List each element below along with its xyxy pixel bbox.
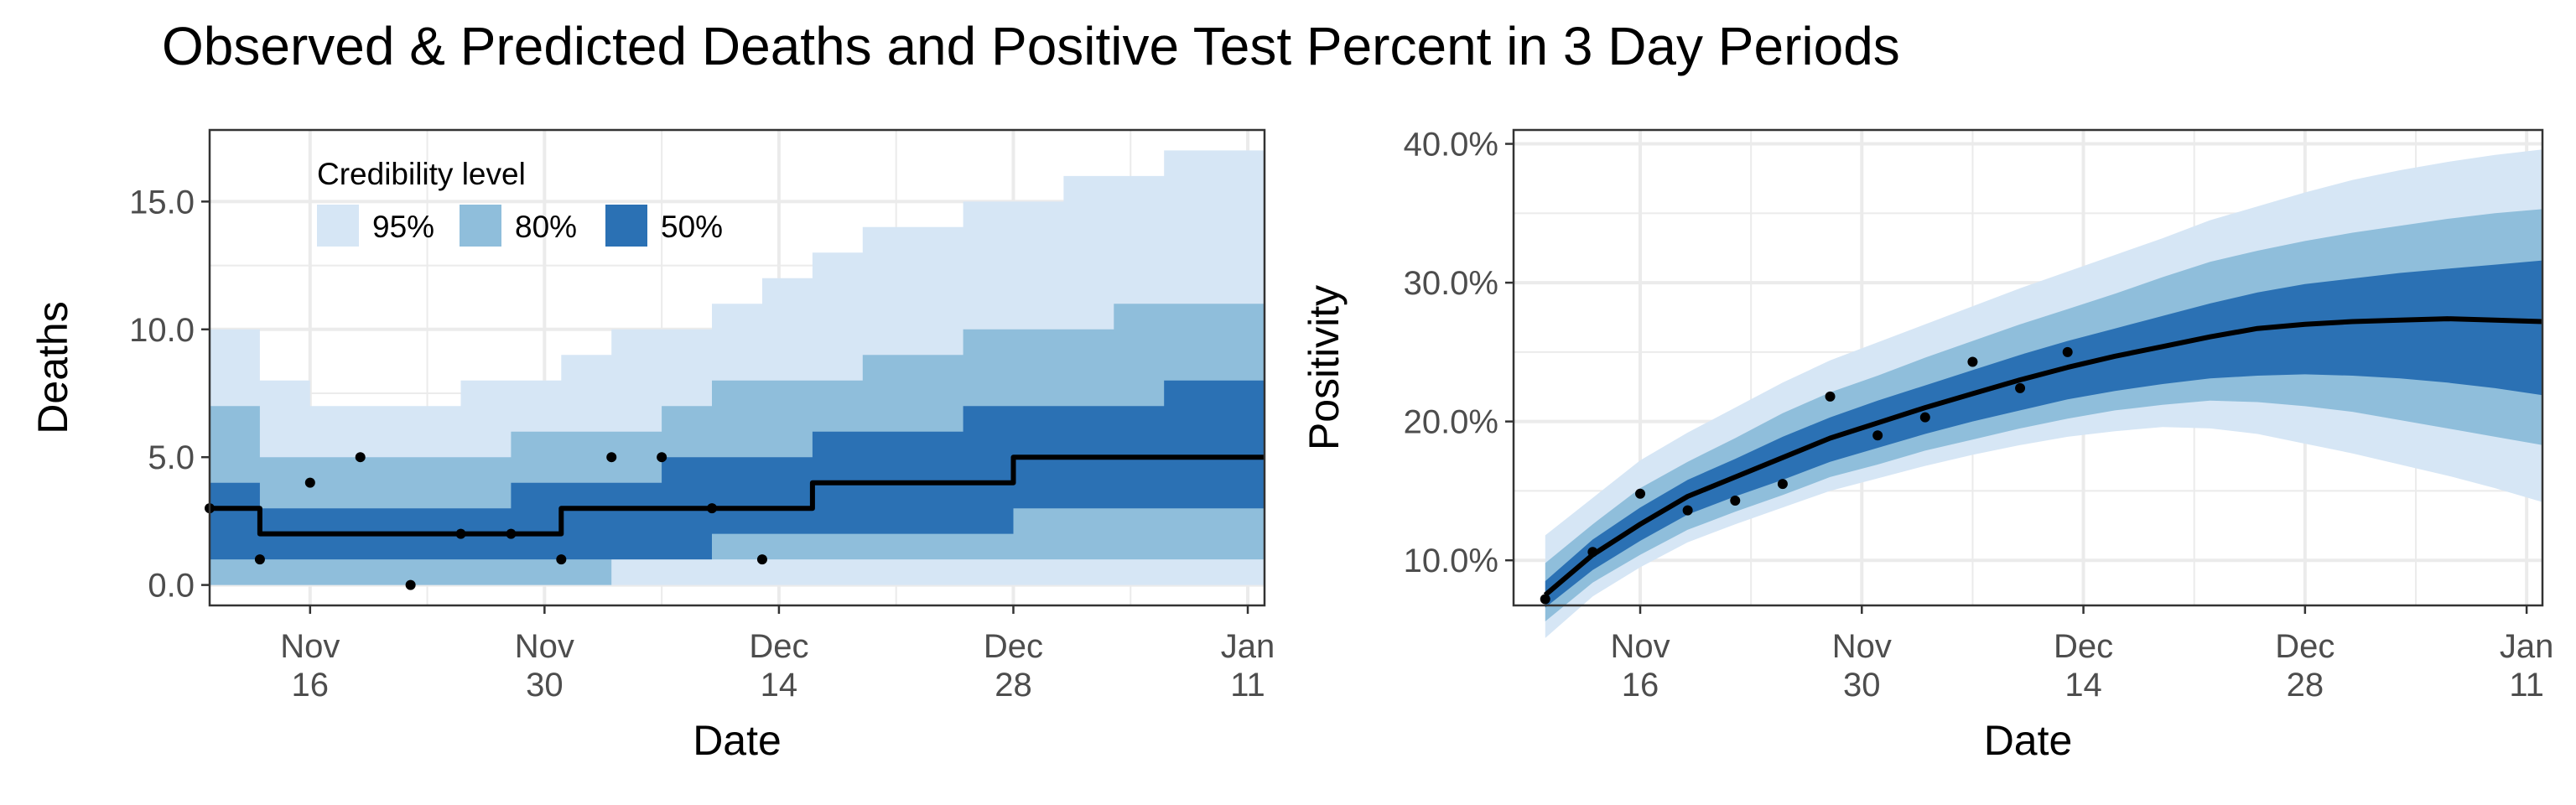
x-tick-label-day: 16 [1622,667,1659,704]
x-tick-label-month: Jan [1221,628,1275,665]
panel-border [208,128,1266,607]
observed-point [455,528,466,539]
observed-point [355,452,366,463]
observed-point [1540,594,1550,605]
x-tick-label-day: 30 [1843,667,1881,704]
x-tick-label-day: 11 [1230,667,1265,704]
observed-point [556,554,567,565]
observed-point [506,528,517,539]
y-tick-label: 5.0 [148,439,195,476]
y-tick-label: 20.0% [1404,404,1498,441]
x-tick-label-month: Nov [1610,628,1670,665]
x-axis-title: Date [693,717,782,764]
observed-point [1825,391,1836,402]
deaths-panel: 0.05.010.015.0Nov16Nov30Dec14Dec28Jan11D… [29,128,1275,764]
x-tick-label-day: 28 [2287,667,2324,704]
x-tick-label-day: 14 [761,667,798,704]
observed-point [606,452,617,463]
x-tick-label-day: 16 [292,667,330,704]
observed-point [304,477,315,488]
y-axis-title: Positivity [1301,285,1348,450]
legend: Credibility level 95% 80% 50% [317,157,723,247]
median-line [1543,316,2543,597]
y-axis-title: Deaths [29,301,76,434]
legend-key-95 [317,205,359,247]
x-tick-label-day: 28 [995,667,1032,704]
legend-label: 50% [661,210,723,244]
observed-point [1777,479,1788,490]
legend-key-50 [605,205,647,247]
observed-point [756,554,767,565]
observed-point [1872,430,1883,441]
observed-point [657,452,667,463]
panel-border [1512,128,2544,607]
median-line [210,454,1265,537]
x-tick-label-month: Nov [515,628,574,665]
legend-label: 80% [515,210,577,244]
x-tick-label-month: Dec [984,628,1043,665]
x-tick-label-month: Nov [280,628,340,665]
x-tick-label-month: Dec [2054,628,2113,665]
y-tick-label: 15.0 [129,184,195,221]
y-tick-label: 10.0% [1404,543,1498,579]
x-axis-title: Date [1984,717,2073,764]
observed-point [405,579,416,590]
positivity-panel: 10.0%20.0%30.0%40.0%Nov16Nov30Dec14Dec28… [1301,127,2553,764]
legend-key-80 [460,205,501,247]
observed-point [2062,346,2073,357]
y-tick-label: 30.0% [1404,265,1498,302]
x-tick-label-month: Dec [749,628,808,665]
x-tick-label-month: Jan [2500,628,2554,665]
band-50 [210,380,1265,560]
observed-point [1682,505,1693,516]
observed-point [707,503,718,514]
observed-point [1587,547,1598,558]
observed-point [1967,356,1978,367]
x-tick-label-day: 30 [526,667,564,704]
y-tick-label: 0.0 [148,568,195,605]
band-50 [1545,260,2542,608]
y-tick-label: 40.0% [1404,127,1498,164]
observed-point [1730,496,1741,506]
observed-point [254,554,265,565]
chart-title: Observed & Predicted Deaths and Positive… [162,16,1900,76]
observed-point [1635,488,1646,499]
x-tick-label-day: 11 [2509,667,2544,704]
x-tick-label-month: Dec [2275,628,2334,665]
x-tick-label-day: 14 [2064,667,2102,704]
legend-label: 95% [372,210,434,244]
y-tick-label: 10.0 [129,312,195,349]
observed-point [1919,412,1930,423]
observed-point [2015,382,2026,393]
legend-title: Credibility level [317,157,526,191]
x-tick-label-month: Nov [1832,628,1892,665]
